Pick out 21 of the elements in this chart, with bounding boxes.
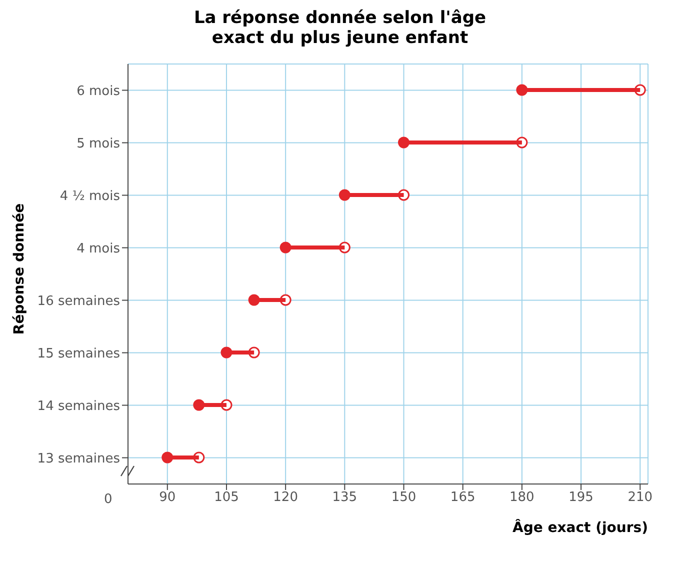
text: 0 (104, 492, 112, 507)
y-tick-label: 13 semaines (37, 451, 120, 466)
x-tick-label: 195 (568, 490, 594, 506)
x-tick-label: 120 (273, 490, 298, 506)
y-axis-title: Réponse donnée (12, 203, 28, 335)
y-tick-label: 4 mois (76, 241, 120, 256)
y-tick-label: 14 semaines (37, 398, 120, 414)
x-tick-label: 150 (391, 490, 416, 506)
y-tick-label: 4 ½ mois (60, 188, 120, 204)
chart-title: La réponse donnée selon l'âge exact du plus jeune enfant (192, 8, 488, 48)
x-axis-title: Âge exact (jours) (512, 520, 648, 536)
y-tick-label: 5 mois (76, 136, 120, 152)
x-tick-label: 165 (450, 490, 476, 506)
x-tick-label: 180 (510, 490, 534, 506)
y-tick-label: 6 mois (76, 84, 120, 99)
y-tick-label: 16 semaines (37, 294, 120, 309)
x-tick-label: 90 (159, 490, 176, 506)
x-tick-label: 210 (628, 490, 653, 506)
x-tick-label: 135 (332, 490, 358, 506)
x-tick-label: 105 (214, 490, 239, 506)
y-tick-label: 15 semaines (37, 346, 120, 362)
